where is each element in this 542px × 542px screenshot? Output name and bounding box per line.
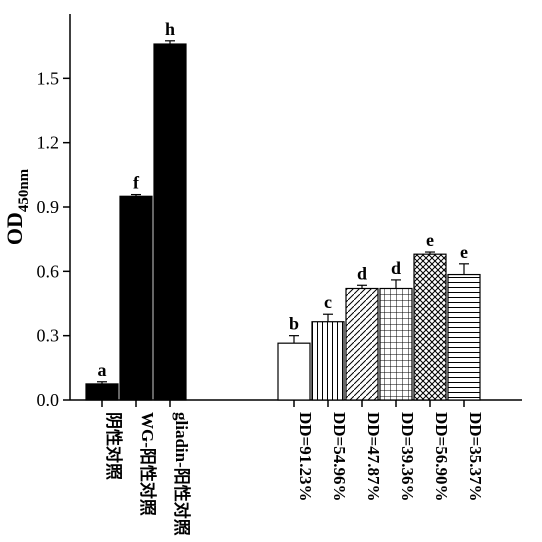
significance-label: a	[98, 360, 107, 380]
bar	[154, 44, 186, 400]
chart-container: { "chart": { "type": "bar", "width_px": …	[0, 0, 542, 542]
bar	[380, 288, 412, 400]
x-tick-label: DD=91.23%	[296, 412, 315, 502]
bar	[278, 343, 310, 400]
bar	[346, 288, 378, 400]
significance-label: e	[460, 242, 468, 262]
y-tick-label: 0.0	[37, 390, 60, 410]
bar	[86, 384, 118, 400]
significance-label: b	[289, 314, 299, 334]
x-tick-label: DD=35.37%	[466, 412, 485, 502]
x-tick-label: gliadin-阳性对照	[172, 412, 192, 536]
significance-label: f	[133, 173, 140, 193]
y-tick-label: 1.2	[37, 133, 60, 153]
significance-label: d	[357, 263, 367, 283]
y-axis-label: OD450nm	[2, 168, 32, 245]
y-tick-label: 0.3	[37, 326, 60, 346]
bar-chart: 0.0 0.3 0.6 0.9 1.2 1.5 OD450nm a 阴性对照 f WG-阳性对照 h g…	[0, 0, 542, 542]
bar	[414, 254, 446, 400]
significance-label: e	[426, 230, 434, 250]
significance-label: d	[391, 258, 401, 278]
y-tick-label: 0.9	[37, 197, 60, 217]
bar	[120, 196, 152, 400]
y-tick-label: 0.6	[37, 261, 60, 281]
x-tick-label: 阴性对照	[104, 412, 124, 480]
y-tick-label: 1.5	[37, 68, 60, 88]
bar	[448, 275, 480, 400]
significance-label: c	[324, 292, 332, 312]
x-tick-label: DD=56.90%	[432, 412, 451, 502]
significance-label: h	[165, 19, 175, 39]
x-tick-label: DD=39.36%	[398, 412, 417, 502]
x-tick-label: DD=54.96%	[330, 412, 349, 502]
bar	[312, 322, 344, 400]
x-tick-label: WG-阳性对照	[138, 412, 158, 516]
x-tick-label: DD=47.87%	[364, 412, 383, 502]
